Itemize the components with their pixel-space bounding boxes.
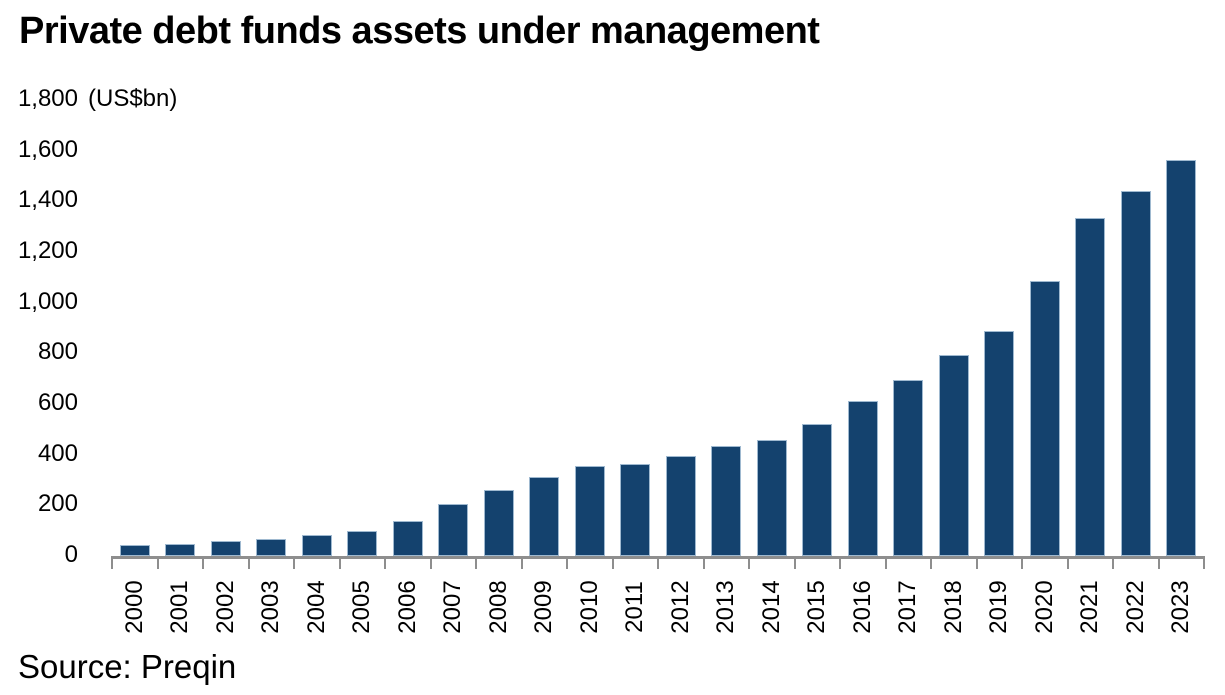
x-axis-tick xyxy=(566,556,568,569)
y-axis-tick-label: 400 xyxy=(37,439,78,467)
source-caption: Source: Preqin xyxy=(18,648,237,685)
bar-2016 xyxy=(847,401,878,556)
x-axis-label-2003: 2003 xyxy=(257,580,285,634)
y-axis-tick-label: 1,800 xyxy=(17,85,78,112)
x-axis-tick xyxy=(1112,556,1114,569)
x-axis-label-2019: 2019 xyxy=(985,580,1013,634)
x-axis-tick xyxy=(384,556,386,569)
x-axis-label-2011: 2011 xyxy=(621,581,649,633)
x-axis-line xyxy=(111,556,1205,559)
x-axis-label-2020: 2020 xyxy=(1030,580,1058,634)
bar-2017 xyxy=(893,380,924,556)
x-axis-tick xyxy=(702,556,705,569)
x-axis-tick xyxy=(975,556,978,569)
x-axis-tick xyxy=(1203,556,1205,569)
x-axis-tick xyxy=(475,556,477,569)
x-axis-label-2014: 2014 xyxy=(757,580,785,634)
bar-2005 xyxy=(347,531,378,556)
y-axis-tick-label: 200 xyxy=(37,490,78,518)
x-axis-tick xyxy=(930,556,932,569)
y-axis-tick-label: 1,400 xyxy=(17,186,78,214)
x-axis-tick xyxy=(884,556,887,569)
x-axis-label-2007: 2007 xyxy=(439,580,467,634)
bar-2020 xyxy=(1029,281,1060,556)
bar-2007 xyxy=(438,504,469,556)
bar-2001 xyxy=(165,544,196,556)
x-axis-tick xyxy=(839,556,841,569)
x-axis-tick xyxy=(611,556,614,569)
x-axis-tick xyxy=(657,556,659,569)
x-axis-label-2002: 2002 xyxy=(211,580,239,634)
y-axis-tick-label: 1,000 xyxy=(17,287,78,315)
x-axis-tick xyxy=(1021,556,1023,569)
bar-2023 xyxy=(1166,160,1197,556)
bar-2015 xyxy=(802,424,833,556)
x-axis-tick xyxy=(202,556,204,569)
x-axis-tick xyxy=(429,556,432,569)
x-axis-label-2023: 2023 xyxy=(1167,580,1195,634)
y-axis-tick-label: 1,600 xyxy=(17,135,78,163)
x-axis-label-2013: 2013 xyxy=(712,580,740,634)
y-axis-unit-label: (US$bn) xyxy=(88,85,178,112)
x-axis-tick xyxy=(156,556,159,569)
bar-2012 xyxy=(665,456,696,556)
bar-2019 xyxy=(984,331,1015,556)
x-axis-label-2009: 2009 xyxy=(530,580,558,634)
x-axis-label-2015: 2015 xyxy=(803,580,831,634)
bar-2003 xyxy=(256,539,287,556)
x-axis-label-2010: 2010 xyxy=(575,580,603,634)
x-axis-tick xyxy=(247,556,250,569)
bar-2008 xyxy=(483,490,514,556)
x-axis-tick xyxy=(293,556,295,569)
bar-2018 xyxy=(938,355,969,556)
x-axis-label-2005: 2005 xyxy=(348,580,376,634)
x-axis-tick xyxy=(520,556,523,569)
bar-2013 xyxy=(711,446,742,556)
bar-2021 xyxy=(1075,218,1106,556)
x-axis-tick xyxy=(111,556,113,569)
x-axis-tick xyxy=(1066,556,1069,569)
y-axis-tick-label: 600 xyxy=(37,389,78,416)
bar-2009 xyxy=(529,477,560,556)
bar-2011 xyxy=(620,464,651,556)
x-axis-tick xyxy=(338,556,341,569)
x-axis-label-2012: 2012 xyxy=(666,580,694,634)
x-axis-label-2006: 2006 xyxy=(393,580,421,634)
bar-2002 xyxy=(210,541,241,556)
x-axis-label-2000: 2000 xyxy=(120,580,148,634)
x-axis-label-2018: 2018 xyxy=(939,580,967,634)
y-axis-tick-label: 1,200 xyxy=(17,237,78,264)
x-axis-label-2022: 2022 xyxy=(1121,580,1149,634)
bar-2006 xyxy=(392,521,423,556)
bar-2010 xyxy=(574,466,605,556)
x-axis-tick xyxy=(793,556,796,569)
y-axis-tick-label: 800 xyxy=(37,338,78,366)
x-axis-label-2008: 2008 xyxy=(484,580,512,634)
x-axis-tick xyxy=(1157,556,1160,569)
x-axis-label-2016: 2016 xyxy=(848,580,876,634)
x-axis-label-2001: 2001 xyxy=(166,580,194,634)
bar-2022 xyxy=(1120,191,1151,556)
x-axis-label-2004: 2004 xyxy=(302,580,330,634)
bar-2000 xyxy=(119,545,150,556)
x-axis-tick xyxy=(748,556,750,569)
chart-title: Private debt funds assets under manageme… xyxy=(19,10,820,52)
bar-2004 xyxy=(301,535,332,556)
x-axis-label-2021: 2021 xyxy=(1076,580,1104,634)
x-axis-label-2017: 2017 xyxy=(894,580,922,634)
bar-2014 xyxy=(756,440,787,556)
y-axis-tick-label: 0 xyxy=(64,541,78,568)
